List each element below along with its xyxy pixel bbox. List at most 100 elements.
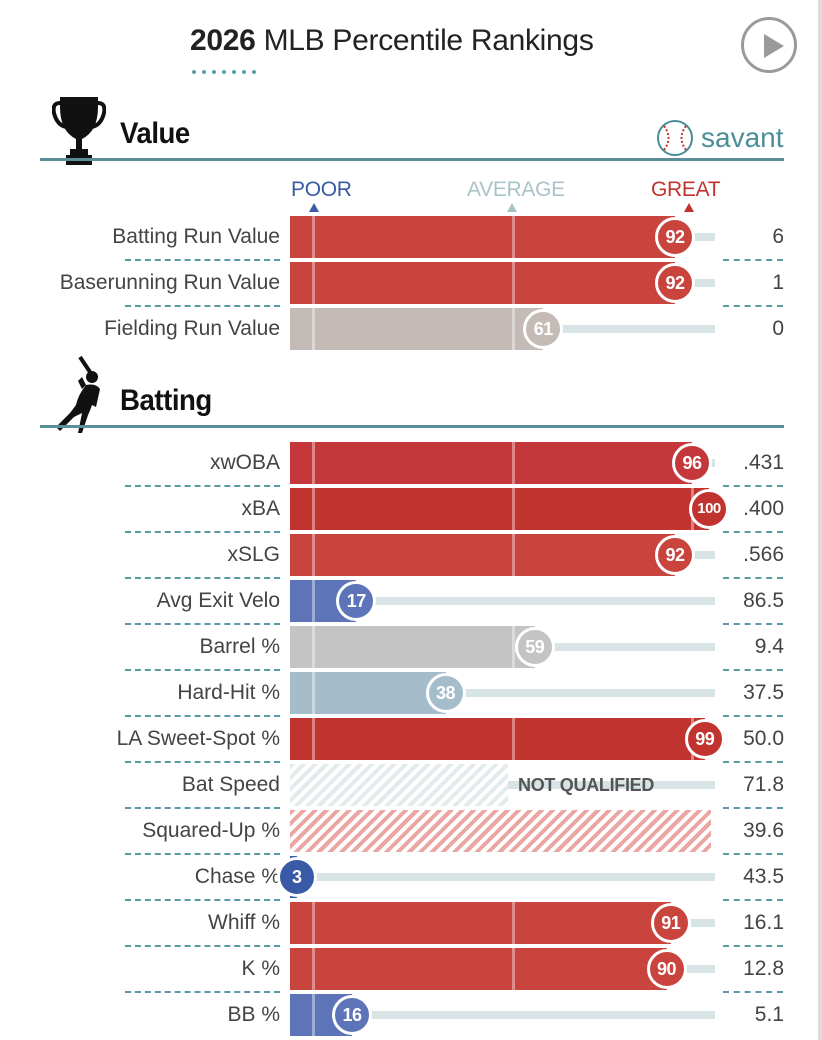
percentile-row[interactable]: Baserunning Run Value 92 1 — [0, 262, 822, 304]
percentile-row[interactable]: xBA 100 .400 — [0, 488, 822, 530]
metric-value: 5.1 — [754, 1003, 784, 1026]
percentile-row[interactable]: Chase % 3 43.5 — [0, 856, 822, 898]
bar-tick — [512, 626, 515, 668]
bar-tick — [512, 902, 515, 944]
percentile-badge: 99 — [684, 719, 725, 759]
percentile-badge: 92 — [655, 217, 695, 257]
savant-text: savant — [701, 122, 784, 153]
percentile-badge: 90 — [646, 949, 687, 989]
bar-tick — [512, 488, 515, 530]
title-year: 2026 — [190, 24, 256, 57]
metric-label: LA Sweet-Spot % — [116, 727, 280, 750]
metric-value: 50.0 — [743, 727, 784, 750]
row-separator — [125, 485, 280, 487]
percentile-row[interactable]: BB % 16 5.1 — [0, 994, 822, 1036]
metric-value: 1 — [772, 271, 784, 294]
row-separator — [723, 485, 783, 487]
scale-poor-marker — [309, 203, 319, 212]
scale-average-marker — [507, 203, 517, 212]
metric-label: Hard-Hit % — [177, 681, 280, 704]
percentile-row[interactable]: Batting Run Value 92 6 — [0, 216, 822, 258]
section-rule-value — [40, 158, 784, 161]
bar-tick — [312, 672, 315, 714]
not-qualified-text: NOT QUALIFIED — [518, 775, 655, 795]
row-separator — [723, 531, 783, 533]
percentile-row[interactable]: Avg Exit Velo 17 86.5 — [0, 580, 822, 622]
row-separator — [125, 669, 280, 671]
percentile-badge: 59 — [514, 627, 555, 667]
percentile-row[interactable]: Whiff % 91 16.1 — [0, 902, 822, 944]
percentile-row[interactable]: Squared-Up % 39.6 — [0, 810, 822, 852]
metric-value: 37.5 — [743, 681, 784, 704]
bar-tick — [512, 534, 515, 576]
percentile-bar — [290, 534, 675, 576]
percentile-row[interactable]: Bat Speed NOT QUALIFIED 71.8 — [0, 764, 822, 806]
percentile-bar — [290, 442, 692, 484]
percentile-row[interactable]: LA Sweet-Spot % 99 50.0 — [0, 718, 822, 760]
bar-tick — [312, 580, 315, 622]
scale-great-marker — [684, 203, 694, 212]
row-separator — [723, 623, 783, 625]
panel-right-border — [818, 0, 822, 1040]
percentile-row[interactable]: xwOBA 96 .431 — [0, 442, 822, 484]
percentile-bar — [290, 308, 544, 350]
bar-tick — [512, 308, 515, 350]
row-separator — [125, 761, 280, 763]
batter-icon — [56, 355, 100, 433]
percentile-row[interactable]: K % 90 12.8 — [0, 948, 822, 990]
percentile-row[interactable]: Barrel % 59 9.4 — [0, 626, 822, 668]
title-underline-dots — [192, 70, 256, 74]
metric-label: xBA — [241, 497, 280, 520]
not-qualified-bar — [290, 764, 508, 806]
row-separator — [125, 853, 280, 855]
bar-tick — [512, 948, 515, 990]
metric-label: Avg Exit Velo — [156, 589, 280, 612]
play-button[interactable] — [741, 17, 797, 73]
scale-average-label: AVERAGE — [467, 178, 565, 201]
bar-tick — [312, 308, 315, 350]
row-separator — [125, 531, 280, 533]
row-separator — [723, 899, 783, 901]
metric-value: .400 — [743, 497, 784, 520]
bar-tick — [312, 994, 315, 1036]
row-separator — [125, 259, 280, 261]
row-separator — [125, 991, 280, 993]
section-title-value: Value — [120, 117, 190, 150]
percentile-badge: 96 — [672, 443, 712, 483]
percentile-badge: 100 — [689, 489, 729, 529]
title-text: MLB Percentile Rankings — [263, 24, 594, 57]
metric-label: Barrel % — [199, 635, 280, 658]
metric-value: 6 — [772, 225, 784, 248]
percentile-row[interactable]: Fielding Run Value 61 0 — [0, 308, 822, 350]
bar-tick — [512, 442, 515, 484]
metric-label: Squared-Up % — [142, 819, 280, 842]
percentile-bar — [290, 626, 535, 668]
percentile-badge: 3 — [276, 857, 317, 897]
row-separator — [723, 807, 783, 809]
percentile-bar — [290, 262, 675, 304]
percentile-row[interactable]: Hard-Hit % 38 37.5 — [0, 672, 822, 714]
metric-value: 16.1 — [743, 911, 784, 934]
row-separator — [723, 259, 783, 261]
percentile-row[interactable]: xSLG 92 .566 — [0, 534, 822, 576]
bar-tick — [312, 902, 315, 944]
baseball-icon — [657, 120, 693, 156]
section-rule-batting — [40, 425, 784, 428]
metric-value: 43.5 — [743, 865, 784, 888]
bar-tick — [312, 534, 315, 576]
row-separator — [125, 305, 280, 307]
row-separator — [125, 623, 280, 625]
bar-tick — [512, 718, 515, 760]
bar-tick — [312, 626, 315, 668]
metric-label: BB % — [227, 1003, 280, 1026]
scale-great-label: GREAT — [651, 178, 721, 201]
percentile-badge: 16 — [332, 995, 372, 1035]
bar-tick — [512, 262, 515, 304]
percentile-badge: 92 — [655, 263, 695, 303]
metric-value: 39.6 — [743, 819, 784, 842]
row-separator — [723, 305, 783, 307]
row-separator — [125, 715, 280, 717]
savant-logo[interactable]: savant — [655, 118, 784, 158]
metric-label: xwOBA — [209, 451, 280, 474]
row-separator — [125, 899, 280, 901]
